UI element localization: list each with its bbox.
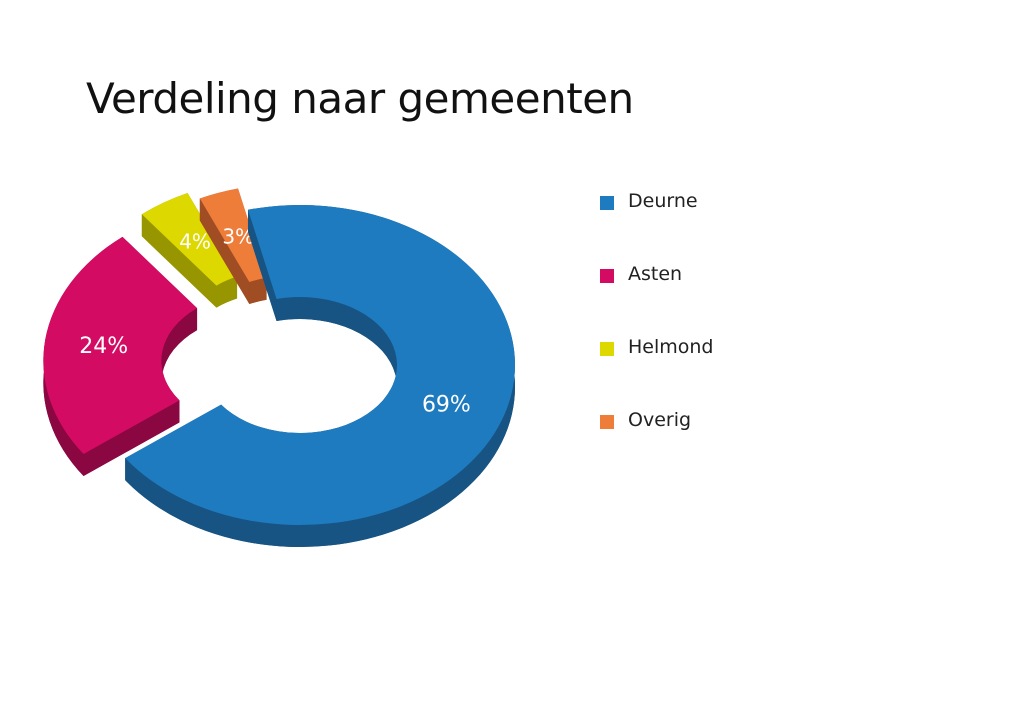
legend-swatch — [600, 415, 614, 429]
slice-top — [125, 205, 515, 526]
chart-title: Verdeling naar gemeenten — [86, 74, 634, 123]
legend-swatch — [600, 269, 614, 283]
legend-label: Asten — [628, 263, 683, 285]
legend-swatch — [600, 196, 614, 210]
slice-end-cap — [199, 198, 250, 305]
legend-swatch — [600, 342, 614, 356]
data-label-deurne: 69% — [422, 392, 471, 417]
slice-deurne: 69% — [125, 205, 515, 548]
legend-label: Helmond — [628, 336, 714, 358]
slice-top — [199, 188, 267, 283]
slice-end-cap — [141, 214, 217, 308]
slice-end-cap — [247, 209, 277, 322]
legend-label: Deurne — [628, 190, 698, 212]
slice-top — [43, 236, 198, 454]
slice-helmond: 4% — [141, 193, 238, 308]
legend-label: Overig — [628, 409, 692, 431]
data-label-helmond: 4% — [179, 230, 211, 254]
slice-top — [141, 193, 238, 286]
slice-asten: 24% — [43, 236, 198, 476]
data-label-asten: 24% — [79, 334, 128, 359]
slice-end-cap — [83, 400, 180, 476]
